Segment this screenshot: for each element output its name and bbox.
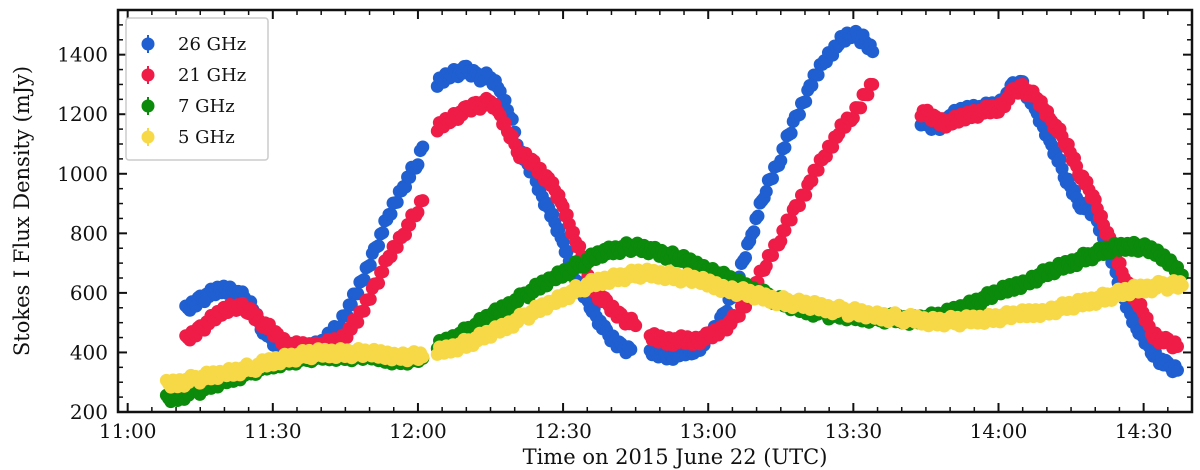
y-tick-label: 600 (70, 281, 108, 305)
data-point (372, 239, 386, 253)
data-point (372, 276, 386, 290)
x-tick-label: 11:00 (99, 419, 157, 443)
data-point (784, 213, 798, 227)
series-5-ghz (159, 262, 1189, 394)
data-point (846, 111, 860, 125)
y-tick-label: 200 (70, 400, 108, 424)
data-point (573, 239, 587, 253)
x-tick-label: 13:30 (825, 419, 883, 443)
legend: 26 GHz 21 GHz 7 GHz 5 GHz (125, 17, 269, 161)
legend-label: 26 GHz (178, 34, 246, 55)
data-point (778, 224, 792, 238)
data-point (411, 158, 425, 172)
data-point (416, 194, 430, 208)
data-point (357, 304, 371, 318)
legend-item: 21 GHz (141, 65, 246, 86)
data-point (376, 226, 390, 240)
data-point (376, 265, 390, 279)
plot-frame (116, 8, 1194, 414)
data-point (384, 207, 398, 221)
legend-label: 21 GHz (178, 65, 246, 86)
y-tick-label: 1200 (57, 102, 108, 126)
data-point (1170, 339, 1184, 353)
data-point (854, 101, 868, 115)
axes: 11:00 11:30 12:00 12:30 13:00 13:30 14:00 14:30… (10, 8, 1194, 469)
data-point (778, 141, 792, 155)
legend-marker (141, 37, 155, 51)
x-tick-label: 13:00 (679, 419, 737, 443)
data-point (363, 258, 377, 272)
data-point (774, 234, 788, 248)
y-tick-label: 1000 (57, 162, 108, 186)
legend-item: 5 GHz (141, 127, 235, 148)
data-point (751, 209, 765, 223)
data-point (759, 185, 773, 199)
x-tick-label: 14:30 (1115, 419, 1173, 443)
x-tick-label: 14:00 (970, 419, 1028, 443)
plot-area (159, 24, 1189, 409)
legend-box (125, 17, 269, 161)
legend-item: 7 GHz (141, 96, 235, 117)
data-point (811, 163, 825, 177)
series-26-ghz (179, 24, 1184, 379)
x-tick-label: 12:30 (534, 419, 592, 443)
data-point (390, 195, 404, 209)
legend-marker (141, 99, 155, 113)
data-point (560, 244, 574, 258)
data-point (774, 154, 788, 168)
data-point (759, 259, 773, 273)
legend-label: 5 GHz (178, 127, 235, 148)
data-point (866, 45, 880, 59)
data-point (805, 79, 819, 93)
data-point (416, 350, 430, 364)
data-point (799, 188, 813, 202)
data-point (357, 273, 371, 287)
data-point (624, 342, 638, 356)
data-point (765, 248, 779, 262)
data-point (861, 88, 875, 102)
y-tick-label: 800 (70, 221, 108, 245)
legend-marker (141, 130, 155, 144)
legend-marker (141, 68, 155, 82)
legend-item: 26 GHz (141, 34, 246, 55)
data-point (416, 140, 430, 154)
data-point (765, 171, 779, 185)
data-point (1170, 363, 1184, 377)
data-point (866, 77, 880, 91)
data-point (629, 319, 643, 333)
data-point (811, 68, 825, 82)
y-axis-label: Stokes I Flux Density (mJy) (10, 66, 34, 356)
data-point (792, 108, 806, 122)
data-point (363, 292, 377, 306)
data-point (739, 251, 753, 265)
y-tick-label: 400 (70, 340, 108, 364)
data-point (799, 95, 813, 109)
series-21-ghz (179, 77, 1184, 357)
x-axis-label: Time on 2015 June 22 (UTC) (523, 445, 828, 469)
data-point (411, 205, 425, 219)
y-tick-label: 1400 (57, 43, 108, 67)
legend-label: 7 GHz (178, 96, 235, 117)
data-point (351, 315, 365, 329)
x-tick-label: 11:30 (244, 419, 302, 443)
data-point (747, 225, 761, 239)
data-point (1175, 278, 1189, 292)
data-point (784, 126, 798, 140)
data-point (805, 174, 819, 188)
data-point (344, 298, 358, 312)
x-tick-label: 12:00 (389, 419, 447, 443)
data-point (792, 199, 806, 213)
